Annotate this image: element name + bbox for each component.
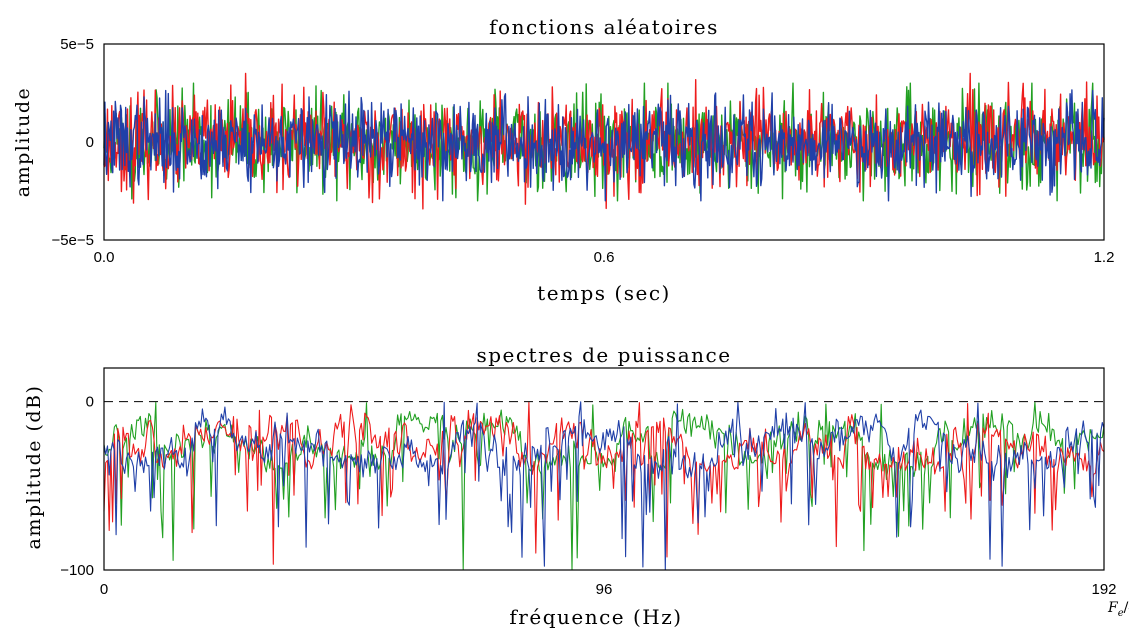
waveform-xtick-label: 0.6: [594, 249, 615, 266]
spectrum-xtick-label: 192: [1091, 581, 1116, 598]
spectrum-axes-frame: [103, 367, 1105, 571]
waveform-xtick-label: 0.0: [94, 249, 115, 266]
waveform-ylabel: amplitude: [12, 87, 34, 197]
spectrum-ytick-labels: 0 −100: [60, 394, 94, 579]
spectrum-series-line-0: [103, 401, 1105, 571]
fe-f: F: [1107, 600, 1119, 616]
fe-over-4-label: Fe/4: [1107, 600, 1129, 619]
spectrum-ytick-label: 0: [86, 394, 94, 411]
waveform-axes-frame: [103, 43, 1105, 241]
waveform-ytick-label: 5e−5: [60, 36, 94, 53]
waveform-xlabel: temps (sec): [537, 281, 671, 305]
waveform-xtick-label: 1.2: [1094, 249, 1115, 266]
spectrum-xtick-label: 96: [596, 581, 613, 598]
waveform-ytick-labels: 5e−5 0 −5e−5: [51, 36, 94, 249]
spectrum-series-line-2: [103, 401, 1105, 571]
fe-tail: /4: [1124, 600, 1129, 616]
spectrum-series-line-1: [103, 401, 1105, 565]
spectrum-ytick-label: −100: [60, 562, 94, 579]
spectrum-series: [103, 401, 1105, 571]
waveform-series-line-2: [103, 89, 1105, 202]
waveform-ytick-label: 0: [86, 134, 94, 151]
spectrum-xtick-label: 0: [100, 581, 108, 598]
spectrum-xlabel: fréquence (Hz): [509, 605, 682, 629]
spectrum-panel: spectres de puissance amplitude (dB) fré…: [23, 343, 1129, 629]
spectrum-title: spectres de puissance: [476, 343, 731, 367]
spectrum-xtick-labels: 0 96 192: [100, 581, 1117, 598]
spectrum-ylabel: amplitude (dB): [23, 385, 45, 550]
waveform-ytick-label: −5e−5: [51, 232, 94, 249]
fe-sub: e: [1118, 608, 1124, 619]
waveform-title: fonctions aléatoires: [489, 15, 719, 39]
waveform-xtick-labels: 0.0 0.6 1.2: [94, 249, 1115, 266]
waveform-panel: fonctions aléatoires amplitude temps (se…: [12, 15, 1114, 305]
waveform-series: [103, 72, 1105, 210]
